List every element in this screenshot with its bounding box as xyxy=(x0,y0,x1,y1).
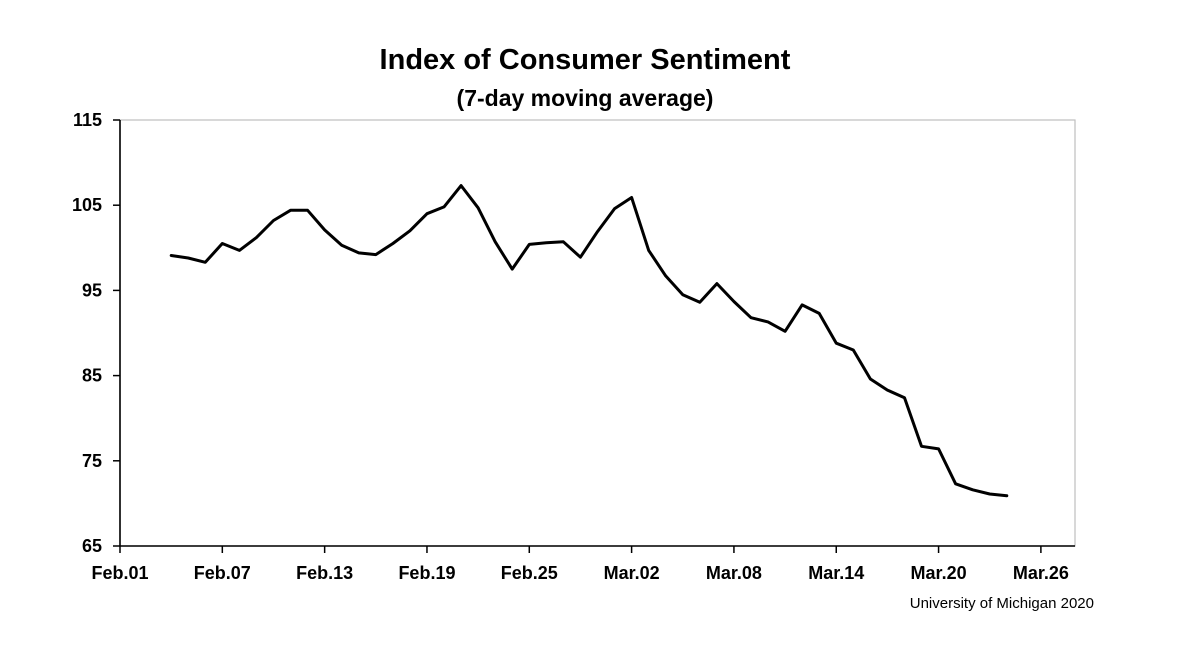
chart-subtitle: (7-day moving average) xyxy=(456,85,714,111)
y-tick-label: 65 xyxy=(82,536,102,556)
chart-title: Index of Consumer Sentiment xyxy=(379,44,791,76)
plot-area-frame xyxy=(119,119,1076,547)
x-tick-label: Feb.07 xyxy=(194,563,251,583)
x-tick-label: Mar.14 xyxy=(808,563,864,583)
x-tick-label: Mar.20 xyxy=(911,563,967,583)
x-tick-label: Feb.25 xyxy=(501,563,558,583)
y-tick-label: 115 xyxy=(73,110,102,130)
y-tick-label: 75 xyxy=(82,451,102,471)
x-tick-label: Feb.01 xyxy=(91,563,148,583)
x-tick-label: Mar.02 xyxy=(604,563,660,583)
x-tick-label: Feb.13 xyxy=(296,563,353,583)
source-note: University of Michigan 2020 xyxy=(909,595,1094,612)
sentiment-line xyxy=(169,184,1009,498)
y-tick-label: 95 xyxy=(82,280,102,300)
y-tick-label: 85 xyxy=(82,366,102,386)
x-tick-label: Mar.08 xyxy=(706,563,762,583)
x-tick-label: Mar.26 xyxy=(1013,563,1069,583)
y-tick-label: 105 xyxy=(72,195,102,215)
x-tick-label: Feb.19 xyxy=(398,563,455,583)
